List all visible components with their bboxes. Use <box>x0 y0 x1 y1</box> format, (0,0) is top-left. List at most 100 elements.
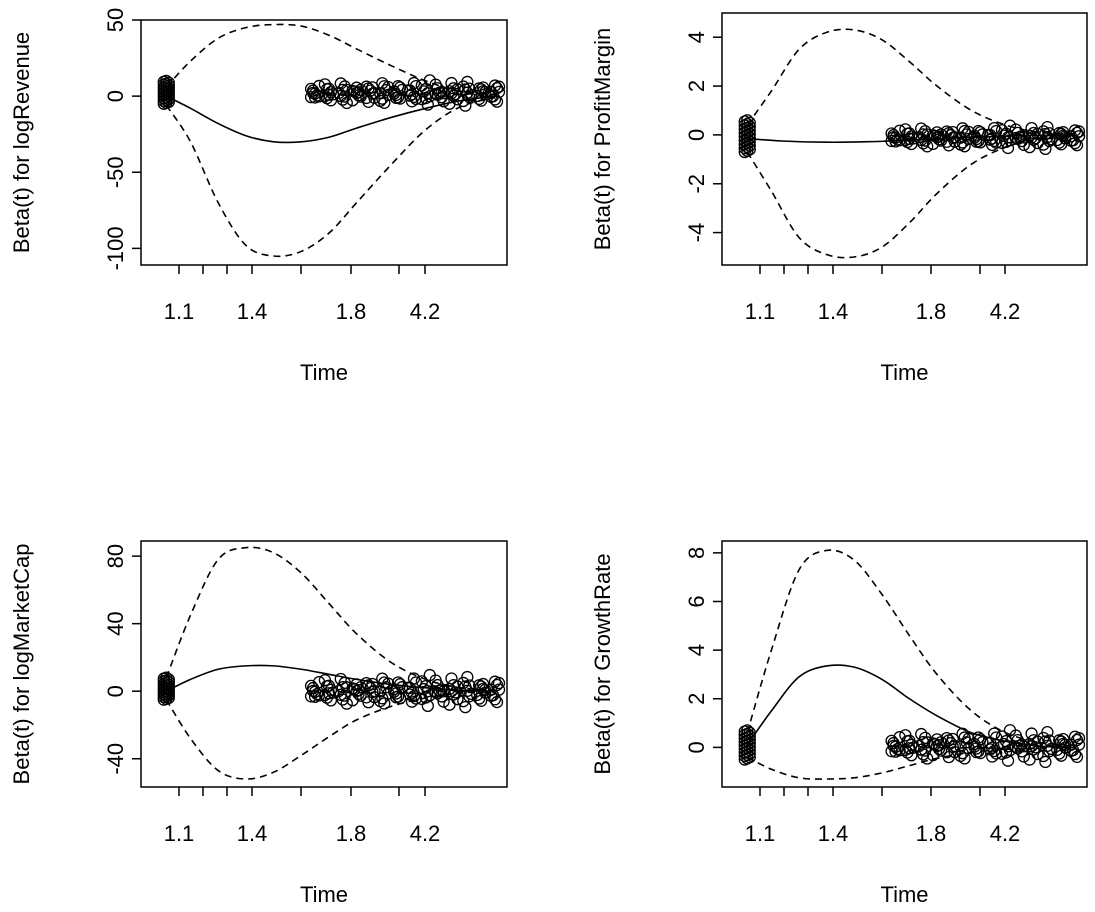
x-tick-label: 4.2 <box>410 821 441 846</box>
residual-point <box>915 122 928 135</box>
lower-band-line <box>746 746 1076 780</box>
residual-point <box>1070 126 1084 139</box>
x-tick-label: 1.8 <box>916 821 947 846</box>
residual-point <box>1025 727 1038 740</box>
residual-point <box>306 84 320 97</box>
y-tick-label: 2 <box>684 80 709 92</box>
residual-point <box>334 77 347 90</box>
residual-point <box>403 84 417 97</box>
x-tick-label: 1.4 <box>237 299 268 324</box>
x-tick-label: 1.4 <box>237 821 268 846</box>
y-axis-title: Beta(t) for ProfitMargin <box>590 28 615 251</box>
residual-point <box>387 682 401 696</box>
residual-point <box>457 695 470 708</box>
y-axis-title: Beta(t) for logRevenue <box>9 32 34 253</box>
residual-point <box>932 738 946 752</box>
residual-point <box>1043 127 1056 140</box>
y-tick-label: 80 <box>103 544 128 568</box>
residual-point <box>1011 126 1024 140</box>
residual-point <box>429 674 442 687</box>
residual-point <box>340 96 353 110</box>
residual-point <box>443 85 456 98</box>
residual-point <box>162 673 175 686</box>
residual-point <box>919 125 932 138</box>
residual-point <box>988 727 1001 740</box>
x-axis-title: Time <box>880 360 928 385</box>
y-tick-label: 8 <box>684 547 709 559</box>
y-tick-label: 40 <box>103 611 128 635</box>
residual-point <box>1039 755 1052 769</box>
residual-point <box>1015 738 1028 751</box>
residual-point <box>160 671 173 684</box>
x-tick-label: 4.2 <box>990 821 1021 846</box>
x-tick-label: 1.4 <box>818 821 849 846</box>
y-tick-label: 0 <box>103 90 128 102</box>
x-tick-label: 4.2 <box>990 299 1021 324</box>
plot-frame <box>721 12 1088 266</box>
residual-point <box>887 128 900 142</box>
residual-point <box>447 89 460 102</box>
residual-point <box>340 697 353 710</box>
residual-point <box>459 83 472 96</box>
upper-band-line <box>165 23 496 96</box>
y-tick-label: 0 <box>684 741 709 753</box>
residual-point <box>322 88 336 101</box>
y-tick-label: 0 <box>103 685 128 697</box>
x-tick-label: 1.8 <box>336 821 367 846</box>
residual-point <box>457 94 470 108</box>
residual-point <box>1037 749 1050 763</box>
y-tick-label: -100 <box>103 226 128 270</box>
residual-point <box>459 700 472 714</box>
lower-band-line <box>165 691 496 780</box>
residual-point <box>1051 133 1064 147</box>
residual-point <box>1031 747 1044 761</box>
residual-point <box>1029 741 1042 754</box>
residual-point <box>306 681 320 695</box>
residual-point <box>741 114 754 127</box>
residual-point <box>419 679 432 693</box>
residual-point <box>421 685 434 698</box>
residual-point <box>484 683 498 696</box>
residual-point <box>431 687 444 700</box>
residual-point <box>956 747 969 760</box>
residual-point <box>917 128 930 141</box>
residual-point <box>972 731 985 744</box>
residual-point <box>445 672 458 685</box>
residual-point <box>160 74 173 88</box>
residual-point <box>999 734 1013 748</box>
chart-panel-3: 80 40 0 -40 1.1 1.4 1.8 4.2 Time Beta(t) for logM… <box>9 540 508 907</box>
y-tick-label: 50 <box>103 8 128 32</box>
residual-point <box>1025 121 1038 135</box>
residual-point <box>463 679 476 692</box>
residual-point <box>360 676 373 690</box>
residual-point <box>486 689 500 702</box>
lower-band-line <box>746 135 1076 259</box>
residual-point <box>899 123 912 136</box>
upper-band-line <box>746 549 1076 747</box>
residual-point <box>162 76 175 89</box>
x-tick-label: 1.4 <box>818 299 849 324</box>
x-axis-title: Time <box>300 882 348 907</box>
y-tick-label: 6 <box>684 595 709 607</box>
x-tick-label: 1.1 <box>164 821 195 846</box>
residual-point <box>463 82 476 95</box>
x-tick-label: 1.1 <box>164 299 195 324</box>
residual-point <box>407 672 421 685</box>
residual-point <box>954 131 967 144</box>
residual-point <box>988 121 1001 135</box>
plot-frame <box>140 19 508 266</box>
residual-point <box>940 731 953 745</box>
residual-point <box>1009 123 1022 136</box>
residual-point <box>354 83 367 97</box>
residual-point <box>490 82 504 95</box>
residual-point <box>1057 126 1070 139</box>
residual-point <box>956 122 969 135</box>
residual-point <box>407 76 421 90</box>
residual-point <box>926 737 940 750</box>
residual-point <box>334 672 347 686</box>
x-tick-label: 1.1 <box>745 821 776 846</box>
y-tick-label: -2 <box>684 174 709 194</box>
residual-point <box>946 732 959 746</box>
x-axis-title: Time <box>300 360 348 385</box>
residual-point <box>926 129 940 142</box>
